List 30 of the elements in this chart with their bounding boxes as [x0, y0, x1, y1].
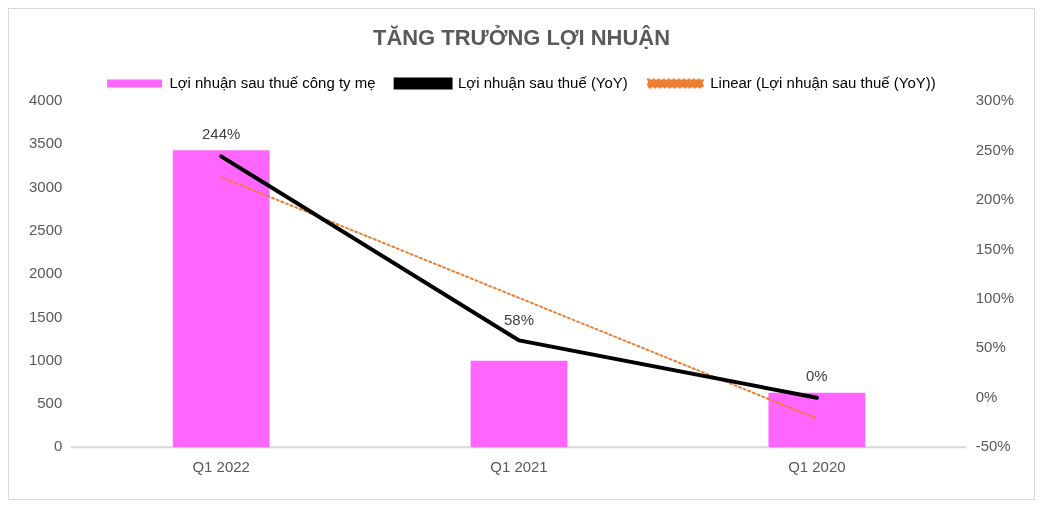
legend-label: Lợi nhuận sau thuế công ty mẹ [169, 73, 376, 91]
y-tick-label: 2000 [29, 264, 63, 282]
y2-tick-label: 50% [975, 338, 1006, 356]
y-tick-label: 500 [37, 394, 63, 412]
y2-tick-label: 300% [975, 91, 1015, 109]
y2-tick-label: 250% [975, 140, 1015, 158]
x-tick-label: Q1 2021 [490, 458, 548, 476]
y2-tick-label: 150% [975, 239, 1015, 257]
y-tick-label: 1500 [29, 307, 63, 325]
y-tick-label: 2500 [29, 220, 63, 238]
bar [172, 150, 270, 448]
y2-tick-label: 0% [975, 387, 998, 405]
data-label: 58% [504, 311, 534, 329]
y2-tick-label: 100% [975, 288, 1015, 306]
legend-label: Linear (Lợi nhuận sau thuế (YoY)) [710, 73, 936, 91]
legend-label: Lợi nhuận sau thuế (YoY) [458, 73, 628, 91]
data-label: 0% [806, 367, 828, 385]
data-label: 244% [202, 125, 241, 143]
x-tick-label: Q1 2022 [192, 458, 250, 476]
y2-tick-label: 200% [975, 190, 1015, 208]
bar [768, 392, 866, 448]
y-tick-label: 1000 [29, 350, 63, 368]
y2-tick-label: -50% [975, 437, 1011, 455]
y-tick-label: 4000 [29, 91, 63, 109]
y-tick-label: 0 [53, 437, 63, 455]
y-tick-label: 3000 [29, 177, 63, 195]
bar [470, 360, 568, 448]
y-tick-label: 3500 [29, 134, 63, 152]
chart-title: TĂNG TRƯỞNG LỢI NHUẬN [372, 25, 671, 51]
x-tick-label: Q1 2020 [788, 458, 846, 476]
